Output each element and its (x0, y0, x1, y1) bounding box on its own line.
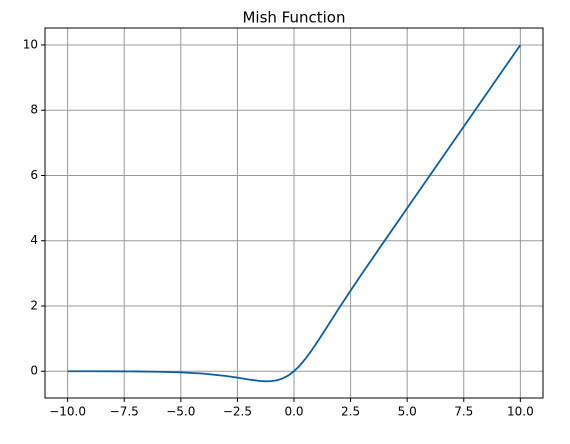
y-tick-label: 8 (30, 103, 38, 117)
y-tick-label: 2 (30, 298, 38, 312)
x-tick-label: 5.0 (398, 405, 417, 419)
x-tick-label: 2.5 (341, 405, 360, 419)
line-series (67, 44, 522, 383)
y-tick-label: 4 (30, 233, 38, 247)
x-tick-label: −2.5 (223, 405, 252, 419)
x-tick-label: 7.5 (454, 405, 473, 419)
chart-title: Mish Function (242, 9, 345, 27)
x-tick-label: −7.5 (110, 405, 139, 419)
y-tick-label: 0 (30, 364, 38, 378)
y-tick-label: 10 (23, 37, 38, 51)
plot-frame (44, 27, 544, 399)
x-tick-label: 10.0 (507, 405, 534, 419)
y-tick-label: 6 (30, 168, 38, 182)
x-tick-label: −5.0 (166, 405, 195, 419)
x-tick-label: 0.0 (284, 405, 303, 419)
x-tick-label: −10.0 (49, 405, 86, 419)
